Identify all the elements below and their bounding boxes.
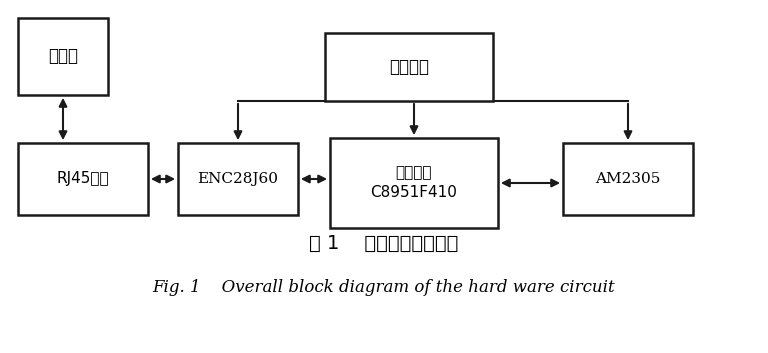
Bar [18,18,108,95]
Text: 主控芯片
C8951F410: 主控芯片 C8951F410 [371,166,458,201]
Text: RJ45接口: RJ45接口 [57,172,109,186]
Text: Fig. 1    Overall block diagram of the hard ware circuit: Fig. 1 Overall block diagram of the hard… [153,280,615,297]
Text: AM2305: AM2305 [595,172,660,186]
Bar [178,143,298,215]
Bar [563,143,693,215]
Text: ENC28J60: ENC28J60 [197,172,279,186]
Bar [18,143,148,215]
Text: 上位机: 上位机 [48,48,78,66]
Text: 图 1    硬件电路总体框图: 图 1 硬件电路总体框图 [310,233,458,252]
Bar [330,138,498,228]
Bar [325,33,493,101]
Text: 电源模块: 电源模块 [389,58,429,76]
